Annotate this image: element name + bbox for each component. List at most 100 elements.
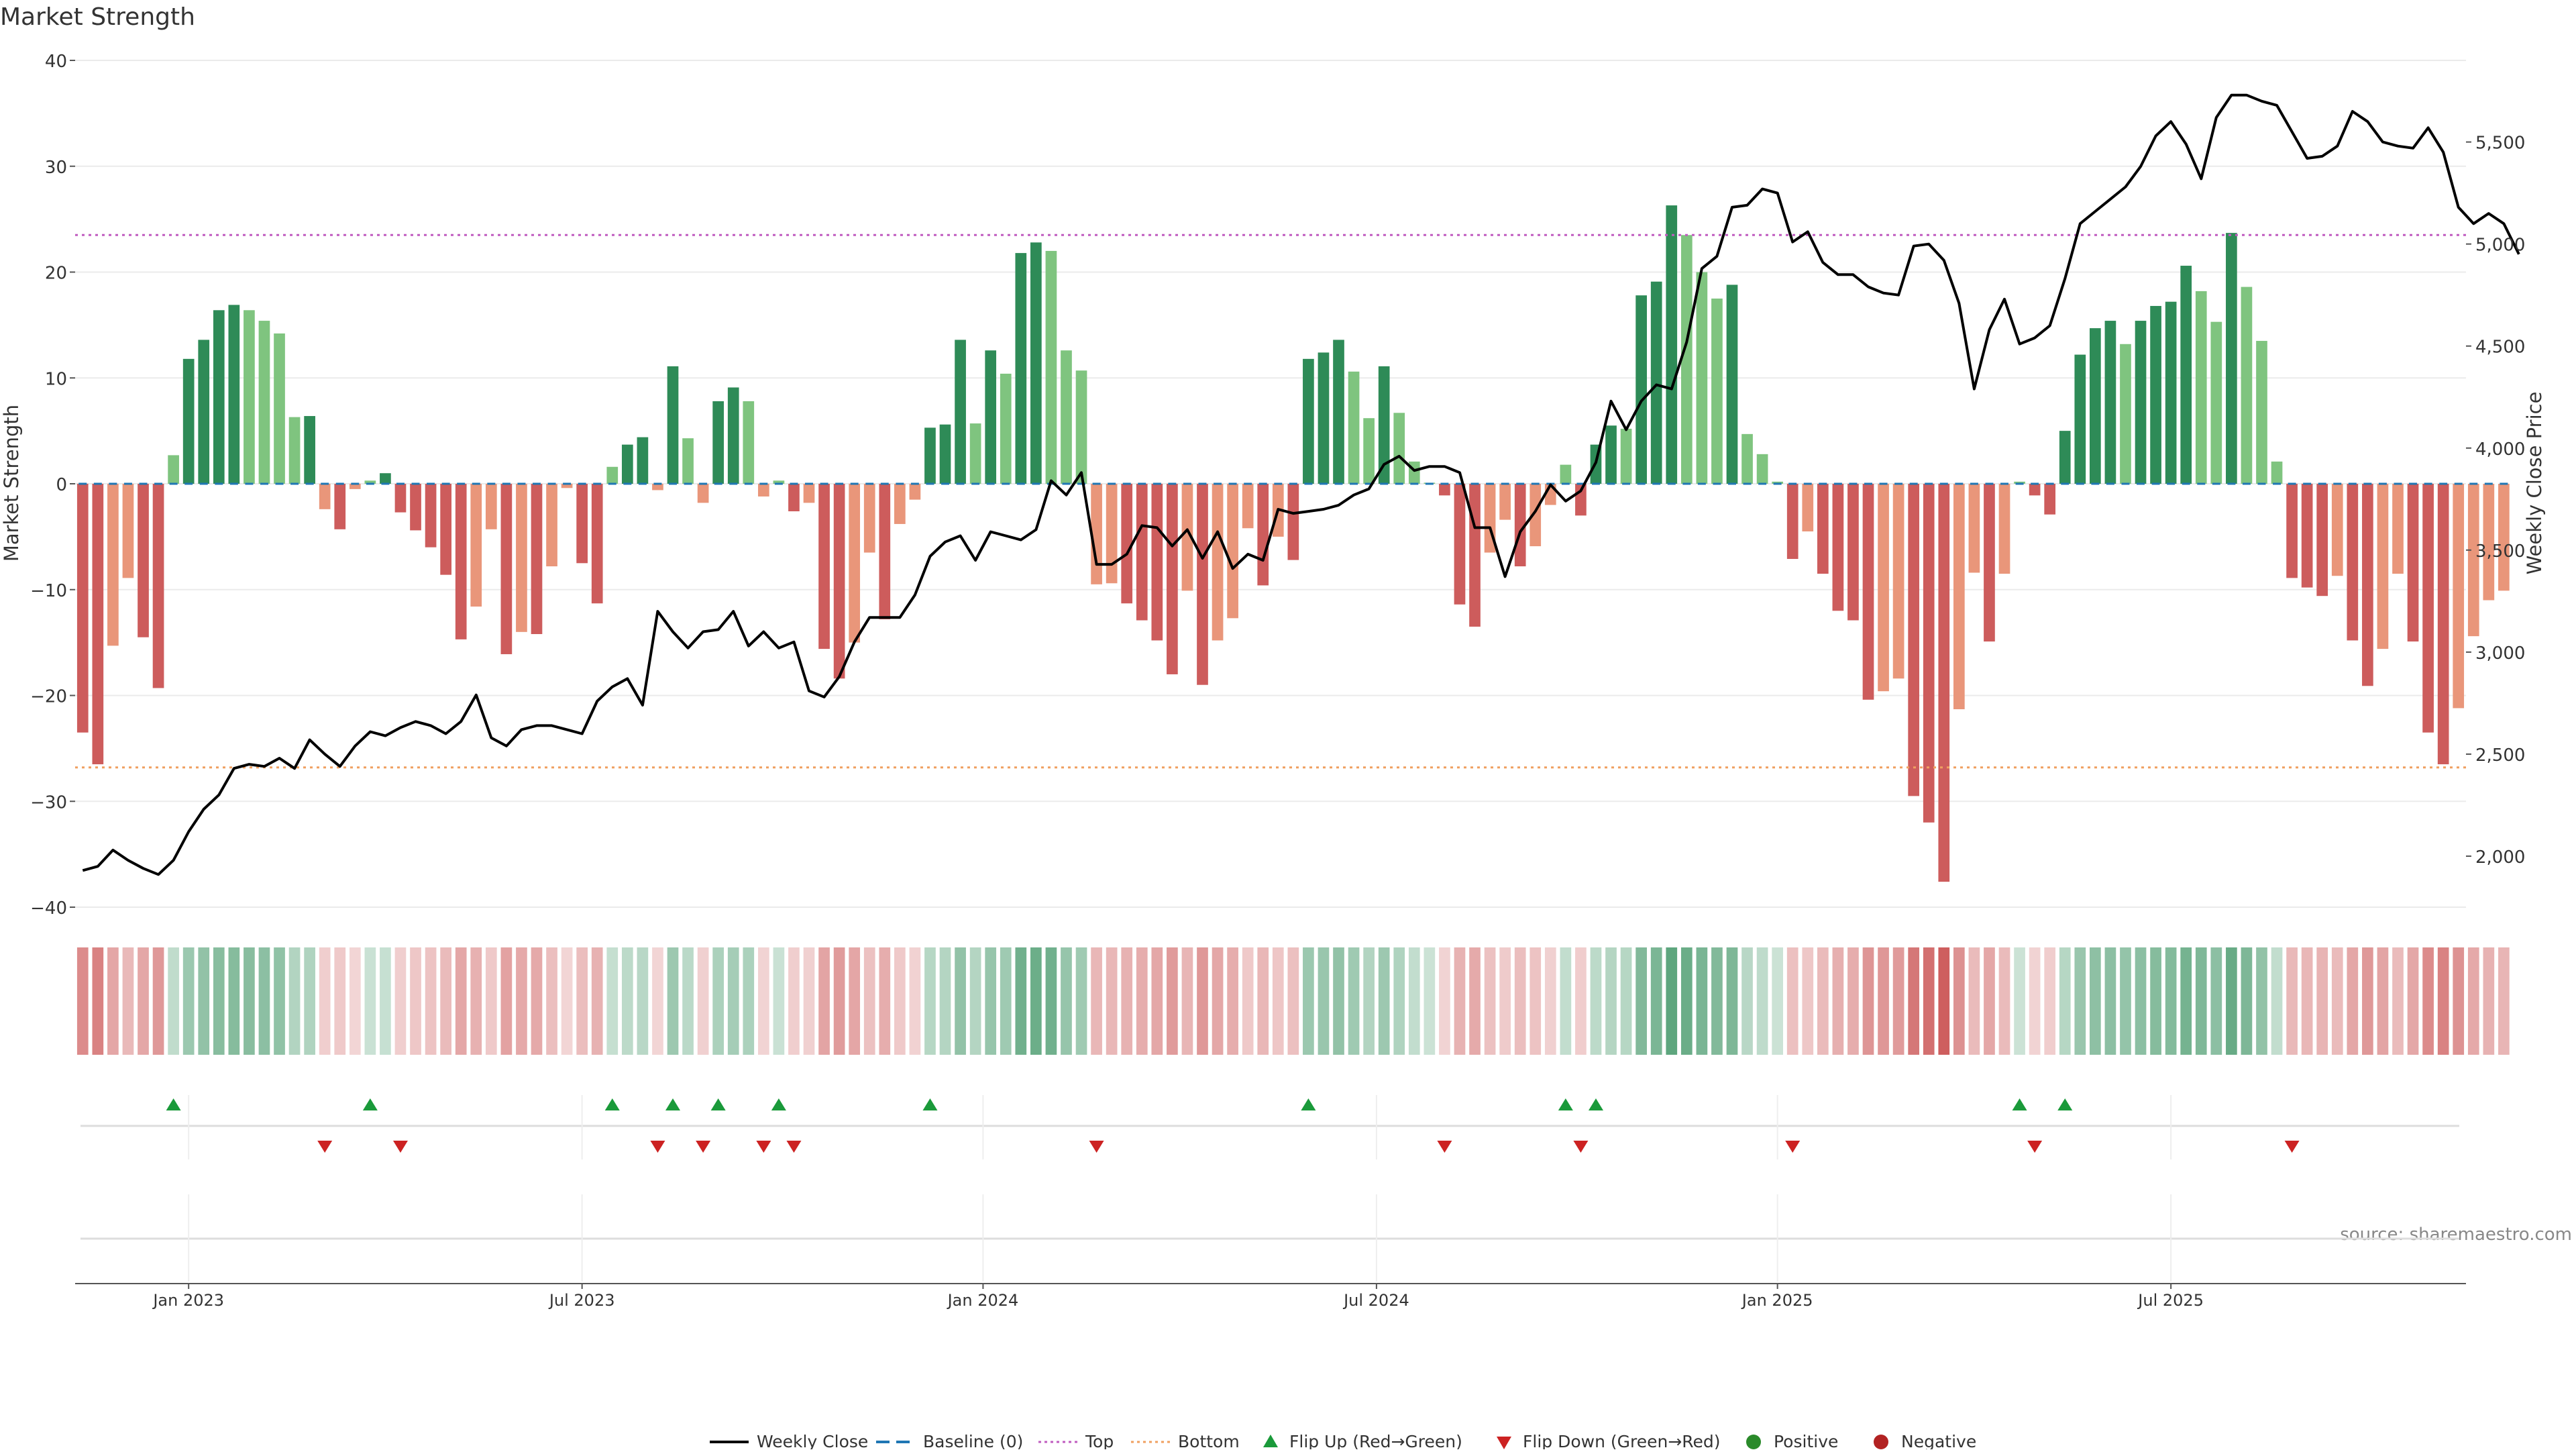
heat-strip-cell bbox=[1938, 947, 1950, 1055]
heat-strip-cell bbox=[985, 947, 997, 1055]
strength-bar bbox=[1696, 272, 1708, 484]
strength-bar bbox=[410, 484, 421, 531]
flip-down-marker bbox=[1573, 1141, 1589, 1153]
heat-strip-cell bbox=[773, 947, 785, 1055]
strength-bar bbox=[2165, 301, 2177, 484]
flip-up-marker bbox=[2012, 1098, 2027, 1110]
strength-bar bbox=[1923, 484, 1935, 823]
heat-strip-cell bbox=[1167, 947, 1178, 1055]
strength-bar bbox=[1393, 413, 1405, 484]
strength-bar bbox=[2362, 484, 2373, 686]
strength-bar bbox=[2226, 233, 2237, 484]
heat-strip-cell bbox=[2453, 947, 2465, 1055]
reference-lines bbox=[75, 234, 2466, 769]
strength-bar bbox=[1091, 484, 1102, 584]
strength-bar bbox=[788, 484, 800, 512]
strength-bar bbox=[470, 484, 482, 607]
heat-strip-cell bbox=[2422, 947, 2434, 1055]
heat-strip-cell bbox=[92, 947, 104, 1055]
strength-bar bbox=[1711, 298, 1723, 484]
strength-bar bbox=[1832, 484, 1844, 611]
strength-bar bbox=[1469, 484, 1481, 627]
strength-bar bbox=[2135, 321, 2147, 484]
strength-bar bbox=[2453, 484, 2465, 709]
strength-bar bbox=[924, 427, 936, 484]
strength-bar bbox=[1938, 484, 1950, 882]
strength-bar bbox=[2286, 484, 2298, 578]
strength-bar bbox=[1878, 484, 1889, 692]
y-tick-label: 20 bbox=[45, 264, 67, 284]
strength-bar bbox=[1121, 484, 1133, 604]
strength-bar bbox=[380, 473, 391, 484]
strength-bar bbox=[1529, 484, 1542, 547]
strength-bar bbox=[2044, 484, 2056, 515]
strength-bar bbox=[1378, 366, 1390, 484]
heat-strip-cell bbox=[2090, 947, 2101, 1055]
strength-bar bbox=[2316, 484, 2328, 597]
strength-bar bbox=[1680, 235, 1693, 484]
strength-bar bbox=[2059, 431, 2071, 484]
heat-strip-cell bbox=[2331, 947, 2343, 1055]
heat-strip-cell bbox=[274, 947, 285, 1055]
x-axis-ticks: Jan 2023 Jul 2023 Jan 2024 Jul 2024 Jan 2025… bbox=[75, 1095, 2466, 1310]
strength-bar bbox=[849, 484, 861, 643]
heat-strip-cell bbox=[349, 947, 361, 1055]
strength-bar bbox=[244, 310, 255, 484]
strength-bar bbox=[1363, 418, 1375, 484]
heat-strip-cell bbox=[1711, 947, 1723, 1055]
y2-axis-ticks: 2,000 2,500 3,000 3,500 4,000 4,500 5,000 5,500 bbox=[2466, 134, 2525, 868]
heat-strip-cell bbox=[304, 947, 315, 1055]
heat-strip-cell bbox=[1998, 947, 2010, 1055]
heat-strip-cell bbox=[833, 947, 845, 1055]
strength-bar bbox=[1030, 242, 1042, 484]
strength-bar bbox=[2241, 287, 2253, 484]
heat-strip-cell bbox=[1106, 947, 1118, 1055]
strength-bar bbox=[516, 484, 527, 632]
strength-bar bbox=[455, 484, 467, 639]
strength-bar bbox=[76, 484, 89, 733]
heat-strip-cell bbox=[1696, 947, 1708, 1055]
strength-bar bbox=[1197, 484, 1208, 685]
heat-strip-cell bbox=[2498, 947, 2510, 1055]
strength-bar bbox=[606, 466, 619, 484]
heat-strip-cell bbox=[1575, 947, 1587, 1055]
strength-bar bbox=[1499, 484, 1511, 520]
heat-strip-cell bbox=[1197, 947, 1208, 1055]
heat-strip-cell bbox=[244, 947, 255, 1055]
strength-bar bbox=[152, 484, 164, 688]
heat-strip-cell bbox=[1892, 947, 1904, 1055]
legend-symbol-negative bbox=[1874, 1435, 1888, 1449]
strength-bar bbox=[2014, 481, 2025, 484]
heat-strip-cell bbox=[1802, 947, 1814, 1055]
strength-bar bbox=[2483, 484, 2495, 601]
strength-bar bbox=[1726, 284, 1738, 484]
strength-bar bbox=[1953, 484, 1965, 710]
strength-bar bbox=[500, 484, 513, 654]
heat-strip-cell bbox=[1257, 947, 1269, 1055]
heat-strip-cell bbox=[470, 947, 482, 1055]
strength-bar bbox=[1454, 484, 1466, 605]
flip-down-marker bbox=[317, 1141, 333, 1153]
strength-bar bbox=[1862, 484, 1874, 700]
heat-strip-cell bbox=[455, 947, 467, 1055]
heat-strip-cell bbox=[198, 947, 210, 1055]
heat-strip-cell bbox=[863, 947, 875, 1055]
heat-strip-cell bbox=[2392, 947, 2404, 1055]
heat-strip-cell bbox=[1862, 947, 1874, 1055]
y2-tick-label: 3,500 bbox=[2475, 541, 2525, 562]
strength-bar bbox=[2210, 321, 2222, 484]
strength-bar bbox=[2407, 484, 2419, 642]
strength-bar bbox=[1045, 250, 1057, 484]
y-tick-label: 40 bbox=[45, 52, 67, 72]
heat-strip-cell bbox=[1000, 947, 1012, 1055]
heat-strip-cell bbox=[1439, 947, 1450, 1055]
y2-tick-label: 5,000 bbox=[2475, 236, 2525, 256]
heat-strip-cell bbox=[924, 947, 936, 1055]
strength-bar bbox=[1075, 370, 1087, 484]
heat-strip-cell bbox=[319, 947, 331, 1055]
heat-strip-cell bbox=[1544, 947, 1556, 1055]
heat-strip-cell bbox=[1272, 947, 1284, 1055]
heat-strip-cell bbox=[138, 947, 149, 1055]
flip-up-marker bbox=[1588, 1098, 1603, 1110]
